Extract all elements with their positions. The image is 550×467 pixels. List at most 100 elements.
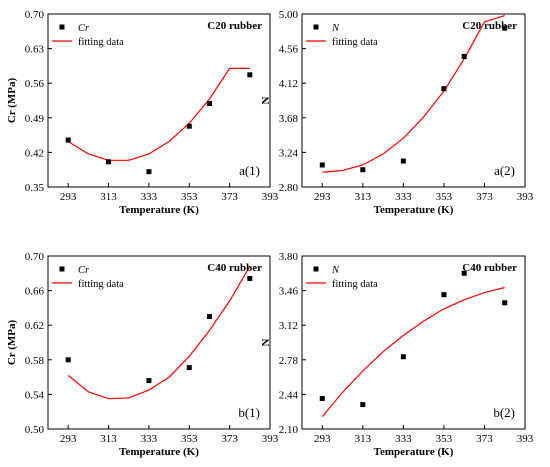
chart-title: C40 rubber bbox=[462, 262, 517, 274]
data-point bbox=[441, 86, 447, 92]
x-tick-label: 333 bbox=[395, 433, 412, 445]
y-tick-label: 0.42 bbox=[25, 147, 44, 159]
data-point bbox=[400, 158, 406, 164]
x-axis-label: Temperature (K) bbox=[119, 204, 199, 216]
legend-marker bbox=[59, 24, 65, 30]
data-point bbox=[441, 292, 447, 298]
y-tick-label: 0.50 bbox=[25, 424, 45, 436]
y-tick-label: 2.44 bbox=[279, 389, 299, 401]
x-tick-label: 393 bbox=[517, 191, 534, 203]
y-axis-label: N bbox=[260, 338, 272, 346]
x-axis-label: Temperature (K) bbox=[119, 446, 199, 458]
x-tick-label: 373 bbox=[476, 433, 493, 445]
data-point bbox=[146, 169, 152, 175]
data-point bbox=[247, 72, 253, 78]
y-tick-label: 4.12 bbox=[279, 78, 298, 90]
x-tick-label: 353 bbox=[181, 433, 198, 445]
fitting-curve bbox=[67, 266, 251, 400]
data-point bbox=[146, 378, 152, 384]
x-axis-label: Temperature (K) bbox=[374, 204, 454, 216]
x-tick-label: 393 bbox=[517, 433, 534, 445]
legend-label: fitting data bbox=[332, 279, 378, 290]
legend-label: N bbox=[331, 265, 340, 276]
panel-label: a(2) bbox=[494, 163, 515, 178]
x-tick-label: 373 bbox=[221, 191, 238, 203]
legend-marker bbox=[313, 24, 319, 30]
x-tick-label: 293 bbox=[60, 433, 77, 445]
legend-label: fitting data bbox=[78, 279, 124, 290]
y-tick-label: 3.12 bbox=[279, 320, 298, 332]
panel-label: b(1) bbox=[238, 405, 260, 420]
plot-frame bbox=[301, 13, 526, 188]
y-tick-label: 2.10 bbox=[279, 424, 299, 436]
panel-b1: 293 313 333 353 373 393 0.50 0.54 0.58 0.62 0.66 0.… bbox=[6, 251, 279, 458]
data-point bbox=[319, 162, 325, 168]
data-point bbox=[206, 100, 212, 106]
x-tick-label: 333 bbox=[141, 433, 158, 445]
panel-b2: 293 313 333 353 373 3932.102.442.783.123.463.… bbox=[260, 251, 534, 458]
data-point bbox=[502, 25, 508, 31]
x-tick-label: 293 bbox=[314, 433, 331, 445]
y-tick-label: 0.58 bbox=[25, 355, 45, 367]
data-point bbox=[65, 357, 71, 363]
x-tick-label: 313 bbox=[355, 191, 372, 203]
y-tick-label: 0.62 bbox=[25, 320, 44, 332]
y-tick-label: 3.68 bbox=[279, 113, 299, 125]
data-point bbox=[400, 354, 406, 360]
y-tick-label: 2.78 bbox=[279, 355, 299, 367]
y-tick-label: 0.66 bbox=[25, 286, 45, 298]
y-axis-label: Cr (MPa) bbox=[6, 320, 18, 366]
data-point bbox=[106, 159, 112, 165]
legend-marker bbox=[313, 266, 319, 272]
fitting-curve bbox=[67, 67, 250, 161]
data-point bbox=[247, 275, 253, 281]
y-tick-label: 0.70 bbox=[25, 9, 45, 21]
y-tick-label: 0.54 bbox=[25, 389, 45, 401]
x-tick-label: 333 bbox=[395, 191, 412, 203]
plot-frame bbox=[47, 255, 271, 430]
x-tick-label: 313 bbox=[100, 433, 117, 445]
y-axis-label: N bbox=[260, 96, 272, 104]
legend-label: fitting data bbox=[78, 37, 124, 48]
data-point bbox=[186, 365, 192, 371]
panel-label: a(1) bbox=[239, 163, 260, 178]
fitting-curve bbox=[321, 286, 505, 418]
x-tick-label: 293 bbox=[60, 191, 77, 203]
x-tick-label: 353 bbox=[181, 191, 198, 203]
y-tick-label: 3.46 bbox=[279, 286, 299, 298]
panel-a1: 293 313 333 353 373 393 0.35 0.42 0.49 0.56 0.63 0.… bbox=[6, 9, 279, 216]
legend-label: Cr bbox=[78, 265, 90, 276]
x-tick-label: 333 bbox=[141, 191, 158, 203]
x-axis-label: Temperature (K) bbox=[374, 446, 454, 458]
y-tick-label: 3.24 bbox=[279, 147, 299, 159]
plot-frame bbox=[47, 13, 271, 188]
panel-a2: 293 313 333 353 373 3932.803.243.684.124.565.… bbox=[260, 9, 534, 216]
y-tick-label: 0.56 bbox=[25, 78, 45, 90]
chart-title: C20 rubber bbox=[462, 20, 517, 32]
y-tick-label: 0.49 bbox=[25, 113, 45, 125]
fitting-curve bbox=[322, 15, 505, 173]
y-tick-label: 4.56 bbox=[279, 44, 299, 56]
x-tick-label: 353 bbox=[436, 433, 453, 445]
x-tick-label: 373 bbox=[221, 433, 238, 445]
x-tick-label: 393 bbox=[262, 191, 279, 203]
y-tick-label: 0.63 bbox=[25, 44, 45, 56]
data-point bbox=[502, 300, 508, 306]
y-tick-label: 0.70 bbox=[25, 251, 45, 263]
data-point bbox=[360, 167, 366, 173]
x-tick-label: 373 bbox=[476, 191, 493, 203]
y-tick-label: 2.80 bbox=[279, 182, 299, 194]
y-tick-label: 5.00 bbox=[279, 9, 299, 21]
x-tick-label: 393 bbox=[262, 433, 279, 445]
data-point bbox=[319, 395, 325, 401]
data-point bbox=[461, 270, 467, 276]
x-tick-label: 313 bbox=[100, 191, 117, 203]
data-point bbox=[206, 314, 212, 320]
x-tick-label: 293 bbox=[314, 191, 331, 203]
data-point bbox=[186, 123, 192, 129]
chart-title: C40 rubber bbox=[207, 262, 262, 274]
legend-label: Cr bbox=[78, 23, 90, 34]
x-tick-label: 353 bbox=[436, 191, 453, 203]
data-point bbox=[360, 402, 366, 408]
